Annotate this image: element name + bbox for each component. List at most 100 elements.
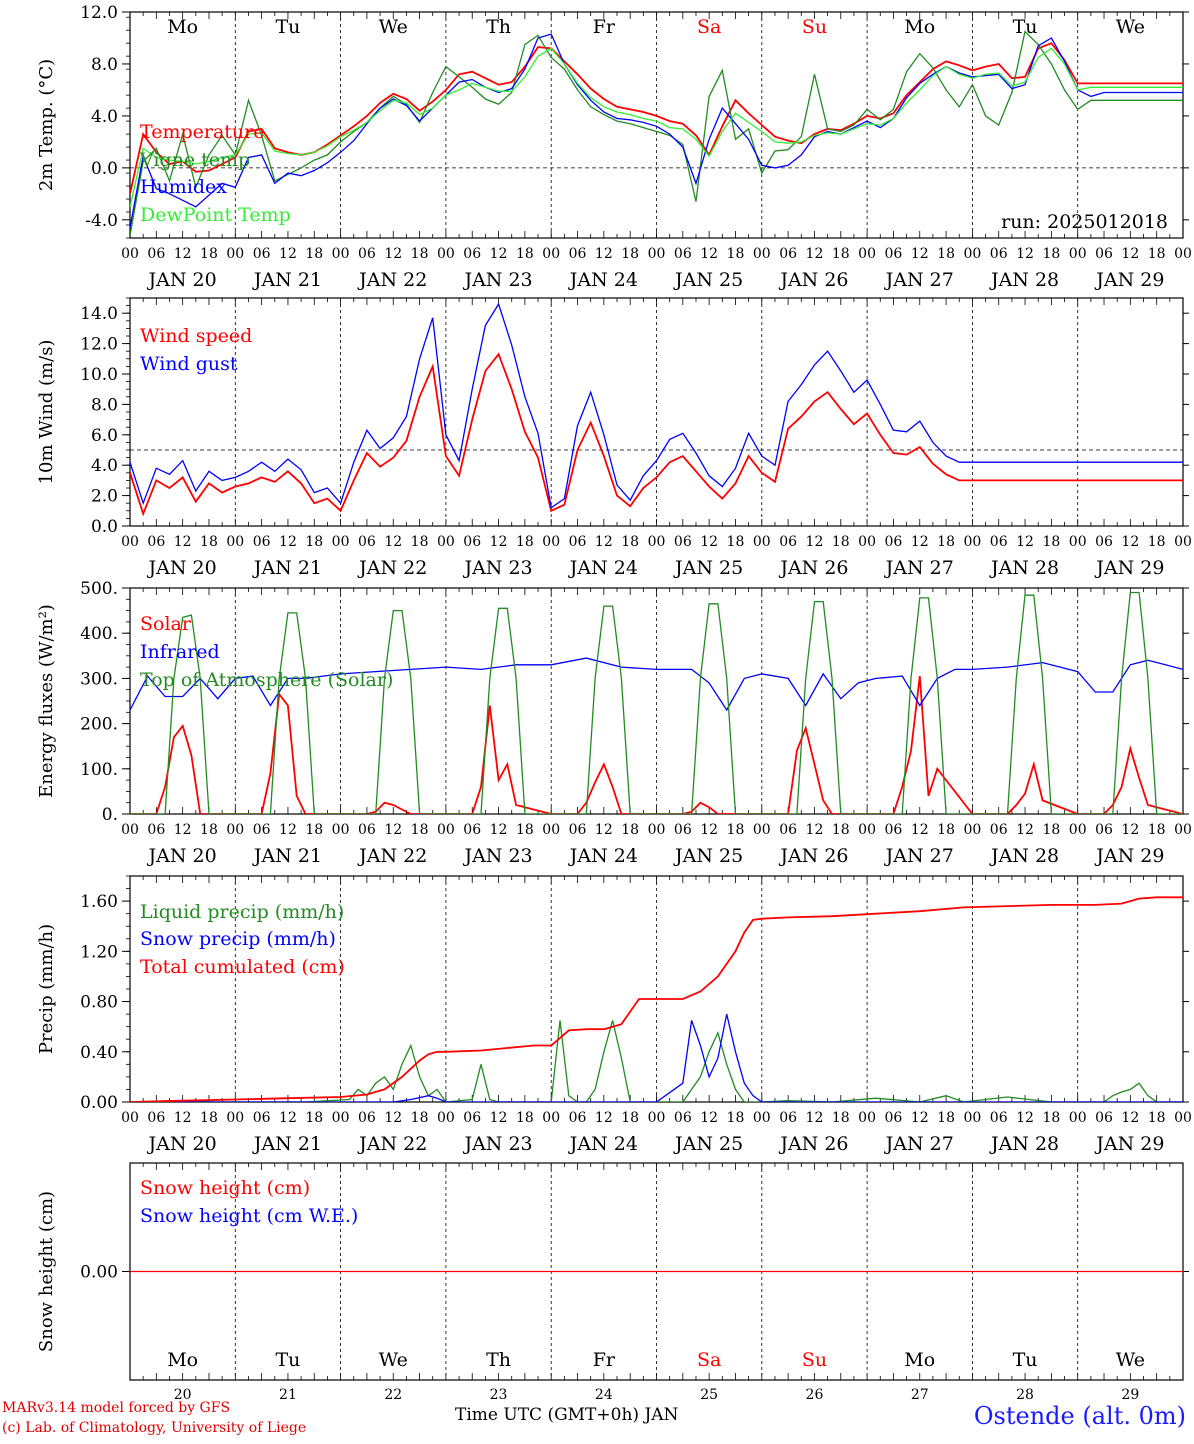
hour-tick-label: 00 (963, 1110, 981, 1126)
hour-tick-label: 00 (1069, 1110, 1087, 1126)
weekday-label: Sa (697, 1349, 721, 1371)
date-label: JAN 20 (147, 845, 217, 867)
hour-tick-label: 06 (569, 534, 587, 550)
hour-tick-label: 06 (569, 1110, 587, 1126)
date-label: JAN 21 (252, 845, 322, 867)
y-tick-label: 0.0 (91, 517, 118, 537)
hour-tick-label: 06 (674, 246, 692, 262)
date-label: JAN 23 (462, 557, 532, 579)
date-label: JAN 26 (778, 557, 848, 579)
weekday-label: Mo (904, 1349, 935, 1371)
hour-tick-label: 18 (937, 246, 955, 262)
hour-tick-label: 18 (200, 534, 218, 550)
date-label: JAN 20 (147, 269, 217, 291)
hour-tick-label: 00 (332, 534, 350, 550)
hour-tick-label: 06 (779, 822, 797, 838)
day-number-label: 21 (279, 1387, 297, 1403)
date-label: JAN 27 (884, 269, 954, 291)
hour-tick-label: 00 (963, 246, 981, 262)
hour-tick-label: 00 (963, 822, 981, 838)
y-tick-label: 0.00 (80, 1263, 118, 1283)
hour-tick-label: 18 (516, 534, 534, 550)
date-label: JAN 26 (778, 845, 848, 867)
hour-tick-label: 00 (437, 246, 455, 262)
hour-tick-label: 06 (885, 822, 903, 838)
date-label: JAN 28 (989, 1133, 1059, 1155)
hour-tick-label: 12 (595, 1110, 613, 1126)
y-tick-label: 1.60 (80, 892, 118, 912)
panel-1 (122, 11, 1189, 239)
hour-tick-label: 18 (832, 246, 850, 262)
hour-tick-label: 06 (779, 1110, 797, 1126)
y-tick-label: 400. (80, 624, 118, 644)
day-number-label: 22 (384, 1387, 402, 1403)
hour-tick-label: 00 (226, 246, 244, 262)
y-tick-label: 8.0 (91, 55, 118, 75)
legend-entry: Snow precip (mm/h) (140, 928, 336, 950)
date-label: JAN 27 (884, 557, 954, 579)
legend-entry: Infrared (140, 641, 220, 663)
day-number-label: 26 (806, 1387, 824, 1403)
hour-tick-label: 18 (200, 246, 218, 262)
hour-tick-label: 18 (1042, 822, 1060, 838)
y-axis-label: Energy fluxes (W/m²) (36, 604, 57, 798)
date-label: JAN 20 (147, 1133, 217, 1155)
series-snow-precip-mm-h (130, 1013, 1183, 1102)
hour-tick-label: 18 (832, 534, 850, 550)
hour-tick-label: 18 (516, 822, 534, 838)
date-label: JAN 26 (778, 269, 848, 291)
weekday-label: Mo (167, 1349, 198, 1371)
weekday-label: Su (802, 16, 827, 38)
hour-tick-label: 18 (1148, 1110, 1166, 1126)
hour-tick-label: 18 (200, 1110, 218, 1126)
date-label: JAN 24 (568, 1133, 638, 1155)
hour-tick-label: 18 (727, 534, 745, 550)
hour-tick-label: 06 (779, 246, 797, 262)
date-label: JAN 21 (252, 1133, 322, 1155)
date-label: JAN 24 (568, 845, 638, 867)
hour-tick-label: 12 (806, 534, 824, 550)
hour-tick-label: 00 (753, 246, 771, 262)
y-tick-label: 1.20 (80, 942, 118, 962)
day-number-label: 20 (174, 1387, 192, 1403)
date-label: JAN 23 (462, 269, 532, 291)
date-label: JAN 24 (568, 557, 638, 579)
weekday-label: Mo (167, 16, 198, 38)
legend-entry: Liquid precip (mm/h) (140, 901, 344, 923)
y-tick-label: 500. (80, 579, 118, 599)
hour-tick-label: 06 (569, 246, 587, 262)
hour-tick-label: 06 (358, 1110, 376, 1126)
weekday-label: Tu (275, 16, 300, 38)
hour-tick-label: 00 (1174, 822, 1192, 838)
hour-tick-label: 06 (990, 534, 1008, 550)
y-axis-label: Precip (mm/h) (36, 924, 57, 1054)
hour-tick-label: 00 (858, 534, 876, 550)
hour-tick-label: 06 (674, 822, 692, 838)
date-label: JAN 28 (989, 845, 1059, 867)
day-number-label: 23 (490, 1387, 508, 1403)
hour-tick-label: 12 (700, 1110, 718, 1126)
legend-entry: Wind speed (140, 325, 252, 347)
hour-tick-label: 00 (648, 1110, 666, 1126)
hour-tick-label: 12 (490, 822, 508, 838)
hour-tick-label: 00 (332, 246, 350, 262)
hour-tick-label: 00 (858, 822, 876, 838)
hour-tick-label: 06 (463, 246, 481, 262)
date-label: JAN 29 (1094, 845, 1164, 867)
hour-tick-label: 12 (384, 1110, 402, 1126)
hour-tick-label: 00 (1069, 246, 1087, 262)
hour-tick-label: 12 (174, 822, 192, 838)
hour-tick-label: 06 (1095, 1110, 1113, 1126)
hour-tick-label: 00 (858, 246, 876, 262)
hour-tick-label: 00 (1174, 246, 1192, 262)
date-label: JAN 23 (462, 845, 532, 867)
hour-tick-label: 12 (806, 1110, 824, 1126)
hour-tick-label: 06 (569, 822, 587, 838)
hour-tick-label: 12 (700, 534, 718, 550)
hour-tick-label: 00 (332, 1110, 350, 1126)
hour-tick-label: 18 (516, 1110, 534, 1126)
date-label: JAN 27 (884, 1133, 954, 1155)
hour-tick-label: 06 (674, 534, 692, 550)
series-total-cumulated-cm (130, 896, 1183, 1102)
